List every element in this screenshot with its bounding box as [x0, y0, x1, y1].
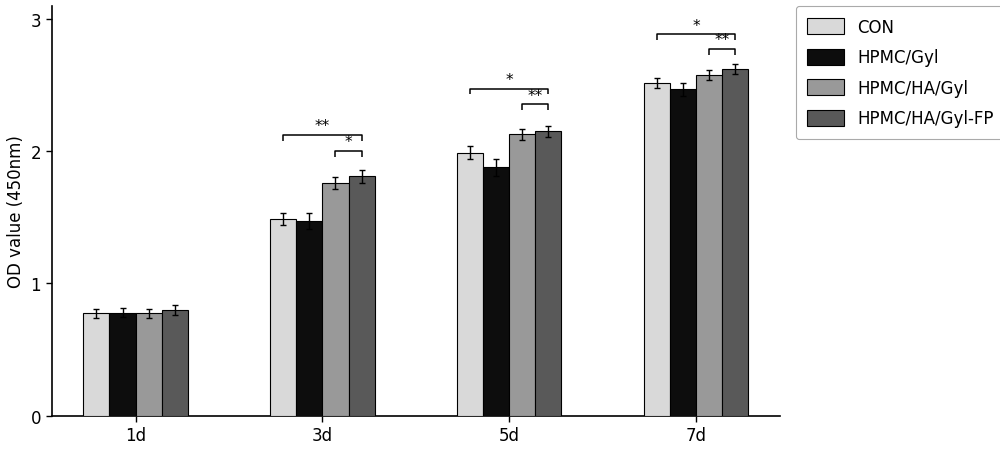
Bar	[322, 184, 349, 416]
Text: *: *	[505, 73, 513, 88]
Bar	[722, 70, 748, 416]
Bar	[535, 132, 561, 416]
Text: **: **	[714, 33, 730, 48]
Bar	[696, 75, 722, 416]
Bar	[644, 83, 670, 416]
Bar	[670, 90, 696, 416]
Y-axis label: OD value (450nm): OD value (450nm)	[7, 135, 25, 288]
Bar	[457, 153, 483, 416]
Bar	[483, 168, 509, 416]
Bar	[296, 222, 322, 416]
Bar	[349, 177, 375, 416]
Text: *: *	[345, 135, 352, 150]
Text: **: **	[315, 119, 330, 134]
Bar	[83, 313, 109, 416]
Bar	[270, 219, 296, 416]
Bar	[162, 310, 188, 416]
Legend: CON, HPMC/Gyl, HPMC/HA/Gyl, HPMC/HA/Gyl-FP: CON, HPMC/Gyl, HPMC/HA/Gyl, HPMC/HA/Gyl-…	[796, 7, 1000, 140]
Text: **: **	[528, 88, 543, 104]
Bar	[136, 313, 162, 416]
Bar	[509, 135, 535, 416]
Bar	[109, 313, 136, 416]
Text: *: *	[692, 19, 700, 34]
